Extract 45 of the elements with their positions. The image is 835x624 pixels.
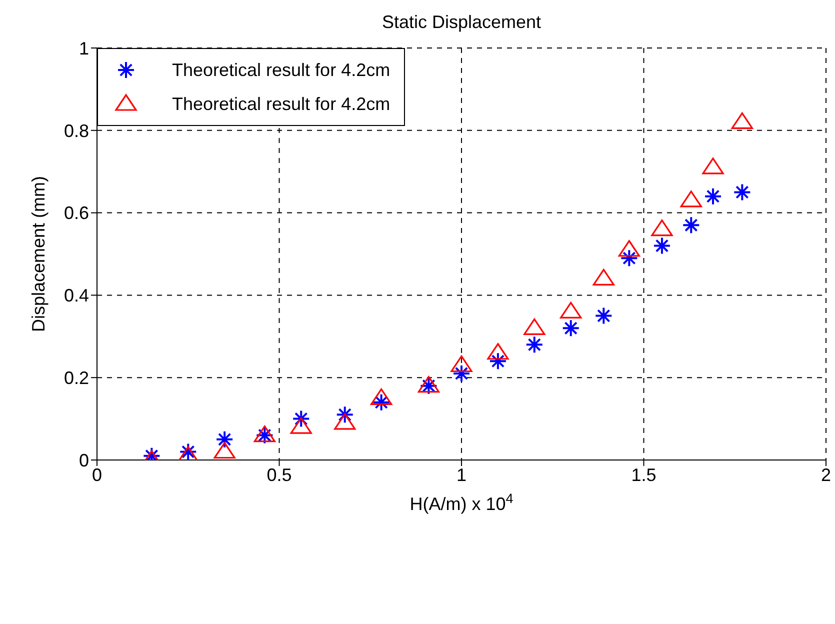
point xyxy=(560,302,582,318)
point xyxy=(370,388,392,405)
x-tick-label: 0.5 xyxy=(266,464,292,485)
point xyxy=(292,410,310,428)
point xyxy=(682,216,700,234)
point xyxy=(680,190,702,208)
point xyxy=(562,319,580,338)
x-axis-title: H(A/m) x 10$^{4}$ xyxy=(410,490,514,514)
x-tick-label: 2 xyxy=(820,464,832,485)
point xyxy=(487,343,509,360)
point xyxy=(594,306,613,325)
y-tick-label: 0.2 xyxy=(64,368,89,388)
point xyxy=(372,393,390,412)
point xyxy=(702,158,724,174)
point xyxy=(450,355,472,372)
point xyxy=(592,268,614,286)
legend-label: Theoretical result for 4.2cm xyxy=(172,60,390,80)
point xyxy=(336,406,354,424)
point xyxy=(334,413,356,430)
point xyxy=(618,240,640,257)
point xyxy=(733,183,752,202)
chart-title: Static Displacement xyxy=(380,12,542,33)
x-tick-label: 1.5 xyxy=(631,464,656,485)
x-tick-label: 1 xyxy=(456,464,467,485)
point xyxy=(652,236,671,255)
point xyxy=(488,352,507,370)
point xyxy=(214,442,236,459)
point xyxy=(704,187,722,206)
point xyxy=(525,336,544,354)
point xyxy=(452,364,470,382)
point xyxy=(216,430,234,448)
point xyxy=(651,219,673,236)
point xyxy=(524,318,546,335)
legend-label: Theoretical result for 4.2cm xyxy=(172,94,390,114)
point xyxy=(179,442,198,460)
y-tick-label: 0 xyxy=(78,450,89,470)
y-axis-title: Displacement (mm) xyxy=(28,176,48,332)
point xyxy=(731,112,753,129)
y-tick-label: 0.8 xyxy=(64,120,89,141)
y-tick-label: 0.6 xyxy=(64,203,89,224)
y-tick-label: 1 xyxy=(78,38,89,58)
y-tick-label: 0.4 xyxy=(64,286,89,306)
point xyxy=(290,417,312,434)
x-tick-label: 0 xyxy=(92,464,102,485)
point xyxy=(620,249,638,268)
